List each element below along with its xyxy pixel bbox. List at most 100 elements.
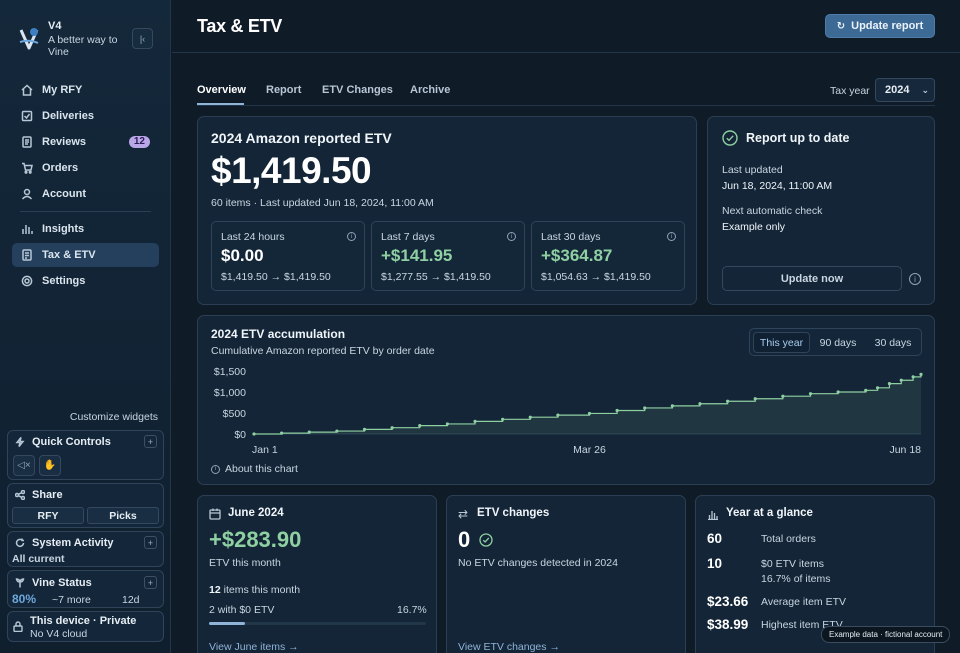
tabs-divider — [197, 105, 935, 106]
device-subtitle: No V4 cloud — [30, 628, 88, 640]
device-title: This device · Private — [30, 615, 137, 627]
tab-report[interactable]: Report — [266, 84, 302, 96]
last-updated-label: Last updated — [722, 164, 783, 176]
info-icon[interactable]: i — [909, 273, 921, 285]
etv-area-fill — [254, 374, 921, 434]
june-items-label: items this month — [223, 584, 301, 596]
etv-data-point — [643, 406, 647, 410]
sidebar-item-insights[interactable]: Insights — [12, 217, 159, 241]
sidebar-item-label: Tax & ETV — [42, 249, 96, 261]
view-june-items-link[interactable]: View June items → — [209, 641, 299, 653]
share-picks-button[interactable]: Picks — [87, 507, 159, 524]
quick-controls-title: Quick Controls — [32, 436, 111, 448]
gear-icon — [21, 275, 33, 287]
sidebar-item-label: My RFY — [42, 84, 83, 96]
sidebar-item-tax-etv[interactable]: Tax & ETV — [12, 243, 159, 267]
update-now-button[interactable]: Update now — [722, 266, 902, 291]
page-title: Tax & ETV — [197, 16, 282, 36]
etv-data-point — [875, 386, 880, 390]
sidebar-item-label: Deliveries — [42, 110, 94, 122]
year-glance-title: Year at a glance — [726, 507, 813, 519]
x-tick-label: Mar 26 — [573, 444, 606, 456]
glance-value: 10 — [707, 556, 723, 571]
main-content: Tax & ETV ↻ Update report Overview Repor… — [172, 0, 960, 653]
tab-etv-changes[interactable]: ETV Changes — [322, 84, 393, 96]
etv-data-point — [615, 408, 619, 413]
y-tick-label: $0 — [234, 429, 246, 441]
vine-status-widget: Vine Status + 80% ~7 more 12d — [7, 570, 164, 608]
sidebar-item-label: Reviews — [42, 136, 87, 148]
sidebar-item-orders[interactable]: Orders — [12, 156, 159, 180]
collapse-sidebar-button[interactable]: |‹ — [132, 28, 153, 49]
etv-data-point — [418, 424, 422, 428]
etv-data-point — [899, 378, 903, 382]
tax-year-select[interactable]: 2024 ⌄ — [875, 78, 935, 102]
x-tick-label: Jan 1 — [252, 444, 278, 456]
about-chart-link[interactable]: i About this chart — [211, 463, 298, 475]
app-name: V4 — [48, 20, 62, 32]
device-widget[interactable]: This device · Private No V4 cloud — [7, 611, 164, 642]
vine-status-days: 12d — [122, 594, 140, 606]
widget-add-button[interactable]: + — [144, 536, 157, 549]
info-icon[interactable]: i — [667, 232, 676, 241]
bar-chart-icon — [708, 511, 718, 520]
info-icon[interactable]: i — [507, 232, 516, 241]
view-etv-changes-link[interactable]: View ETV changes → — [458, 641, 560, 653]
box-icon — [21, 110, 33, 122]
etv-data-point — [556, 413, 560, 417]
june-progress-track — [209, 622, 426, 625]
hand-button[interactable]: ✋ — [39, 455, 61, 476]
example-data-tag: Example data · fictional account — [821, 626, 951, 643]
reported-etv-amount: $1,419.50 — [211, 150, 372, 191]
range-90-days-button[interactable]: 90 days — [819, 336, 857, 349]
june-title: June 2024 — [228, 507, 284, 519]
sidebar-item-my-rfy[interactable]: My RFY — [12, 78, 159, 102]
sidebar-item-account[interactable]: Account — [12, 182, 159, 206]
customize-widgets-link[interactable]: Customize widgets — [69, 411, 158, 423]
etv-data-point — [280, 431, 284, 435]
period-card-7d: Last 7 days i +$141.95 $1,277.55 → $1,41… — [371, 221, 525, 291]
etv-data-point — [911, 375, 915, 379]
sidebar-item-reviews[interactable]: Reviews 12 — [12, 130, 159, 154]
quick-controls-widget: Quick Controls + ◁× ✋ — [7, 430, 164, 480]
tab-overview[interactable]: Overview — [197, 84, 246, 96]
sidebar-item-settings[interactable]: Settings — [12, 269, 159, 293]
v4-logo — [19, 28, 39, 50]
hand-icon: ✋ — [43, 460, 57, 471]
update-report-button[interactable]: ↻ Update report — [825, 14, 935, 38]
etv-data-point — [919, 372, 923, 376]
share-title: Share — [32, 489, 63, 501]
widget-add-button[interactable]: + — [144, 435, 157, 448]
etv-data-point — [864, 388, 868, 392]
share-rfy-button[interactable]: RFY — [12, 507, 84, 524]
etv-data-point — [307, 430, 311, 434]
sidebar-item-deliveries[interactable]: Deliveries — [12, 104, 159, 128]
vine-status-percent: 80% — [12, 592, 37, 606]
accumulation-card: 2024 ETV accumulation Cumulative Amazon … — [197, 315, 935, 485]
tab-archive[interactable]: Archive — [410, 84, 451, 96]
app-tagline: A better way to Vine — [48, 34, 118, 58]
check-circle-icon — [479, 533, 493, 547]
calendar-icon — [209, 508, 221, 520]
glance-value: $38.99 — [707, 617, 749, 632]
vine-status-more: ~7 more — [52, 594, 91, 606]
system-activity-widget: System Activity + All current — [7, 531, 164, 567]
sidebar-item-label: Settings — [42, 275, 86, 287]
speaker-mute-icon: ◁× — [17, 460, 31, 471]
accumulation-title: 2024 ETV accumulation — [211, 327, 346, 341]
range-30-days-button[interactable]: 30 days — [874, 336, 912, 349]
sidebar-divider — [20, 211, 151, 212]
info-icon[interactable]: i — [347, 232, 356, 241]
widget-add-button[interactable]: + — [144, 576, 157, 589]
reported-etv-meta: 60 items · Last updated Jun 18, 2024, 11… — [211, 197, 434, 209]
next-check-label: Next automatic check — [722, 205, 823, 217]
refresh-icon — [15, 538, 25, 548]
etv-data-point — [335, 429, 339, 433]
etv-data-point — [587, 411, 592, 416]
mute-button[interactable]: ◁× — [13, 455, 35, 476]
tax-year-label: Tax year — [830, 85, 870, 97]
share-widget: Share RFY Picks — [7, 483, 164, 528]
vine-status-title: Vine Status — [32, 577, 92, 589]
etv-data-point — [887, 382, 892, 386]
range-this-year-button[interactable]: This year — [753, 332, 810, 353]
